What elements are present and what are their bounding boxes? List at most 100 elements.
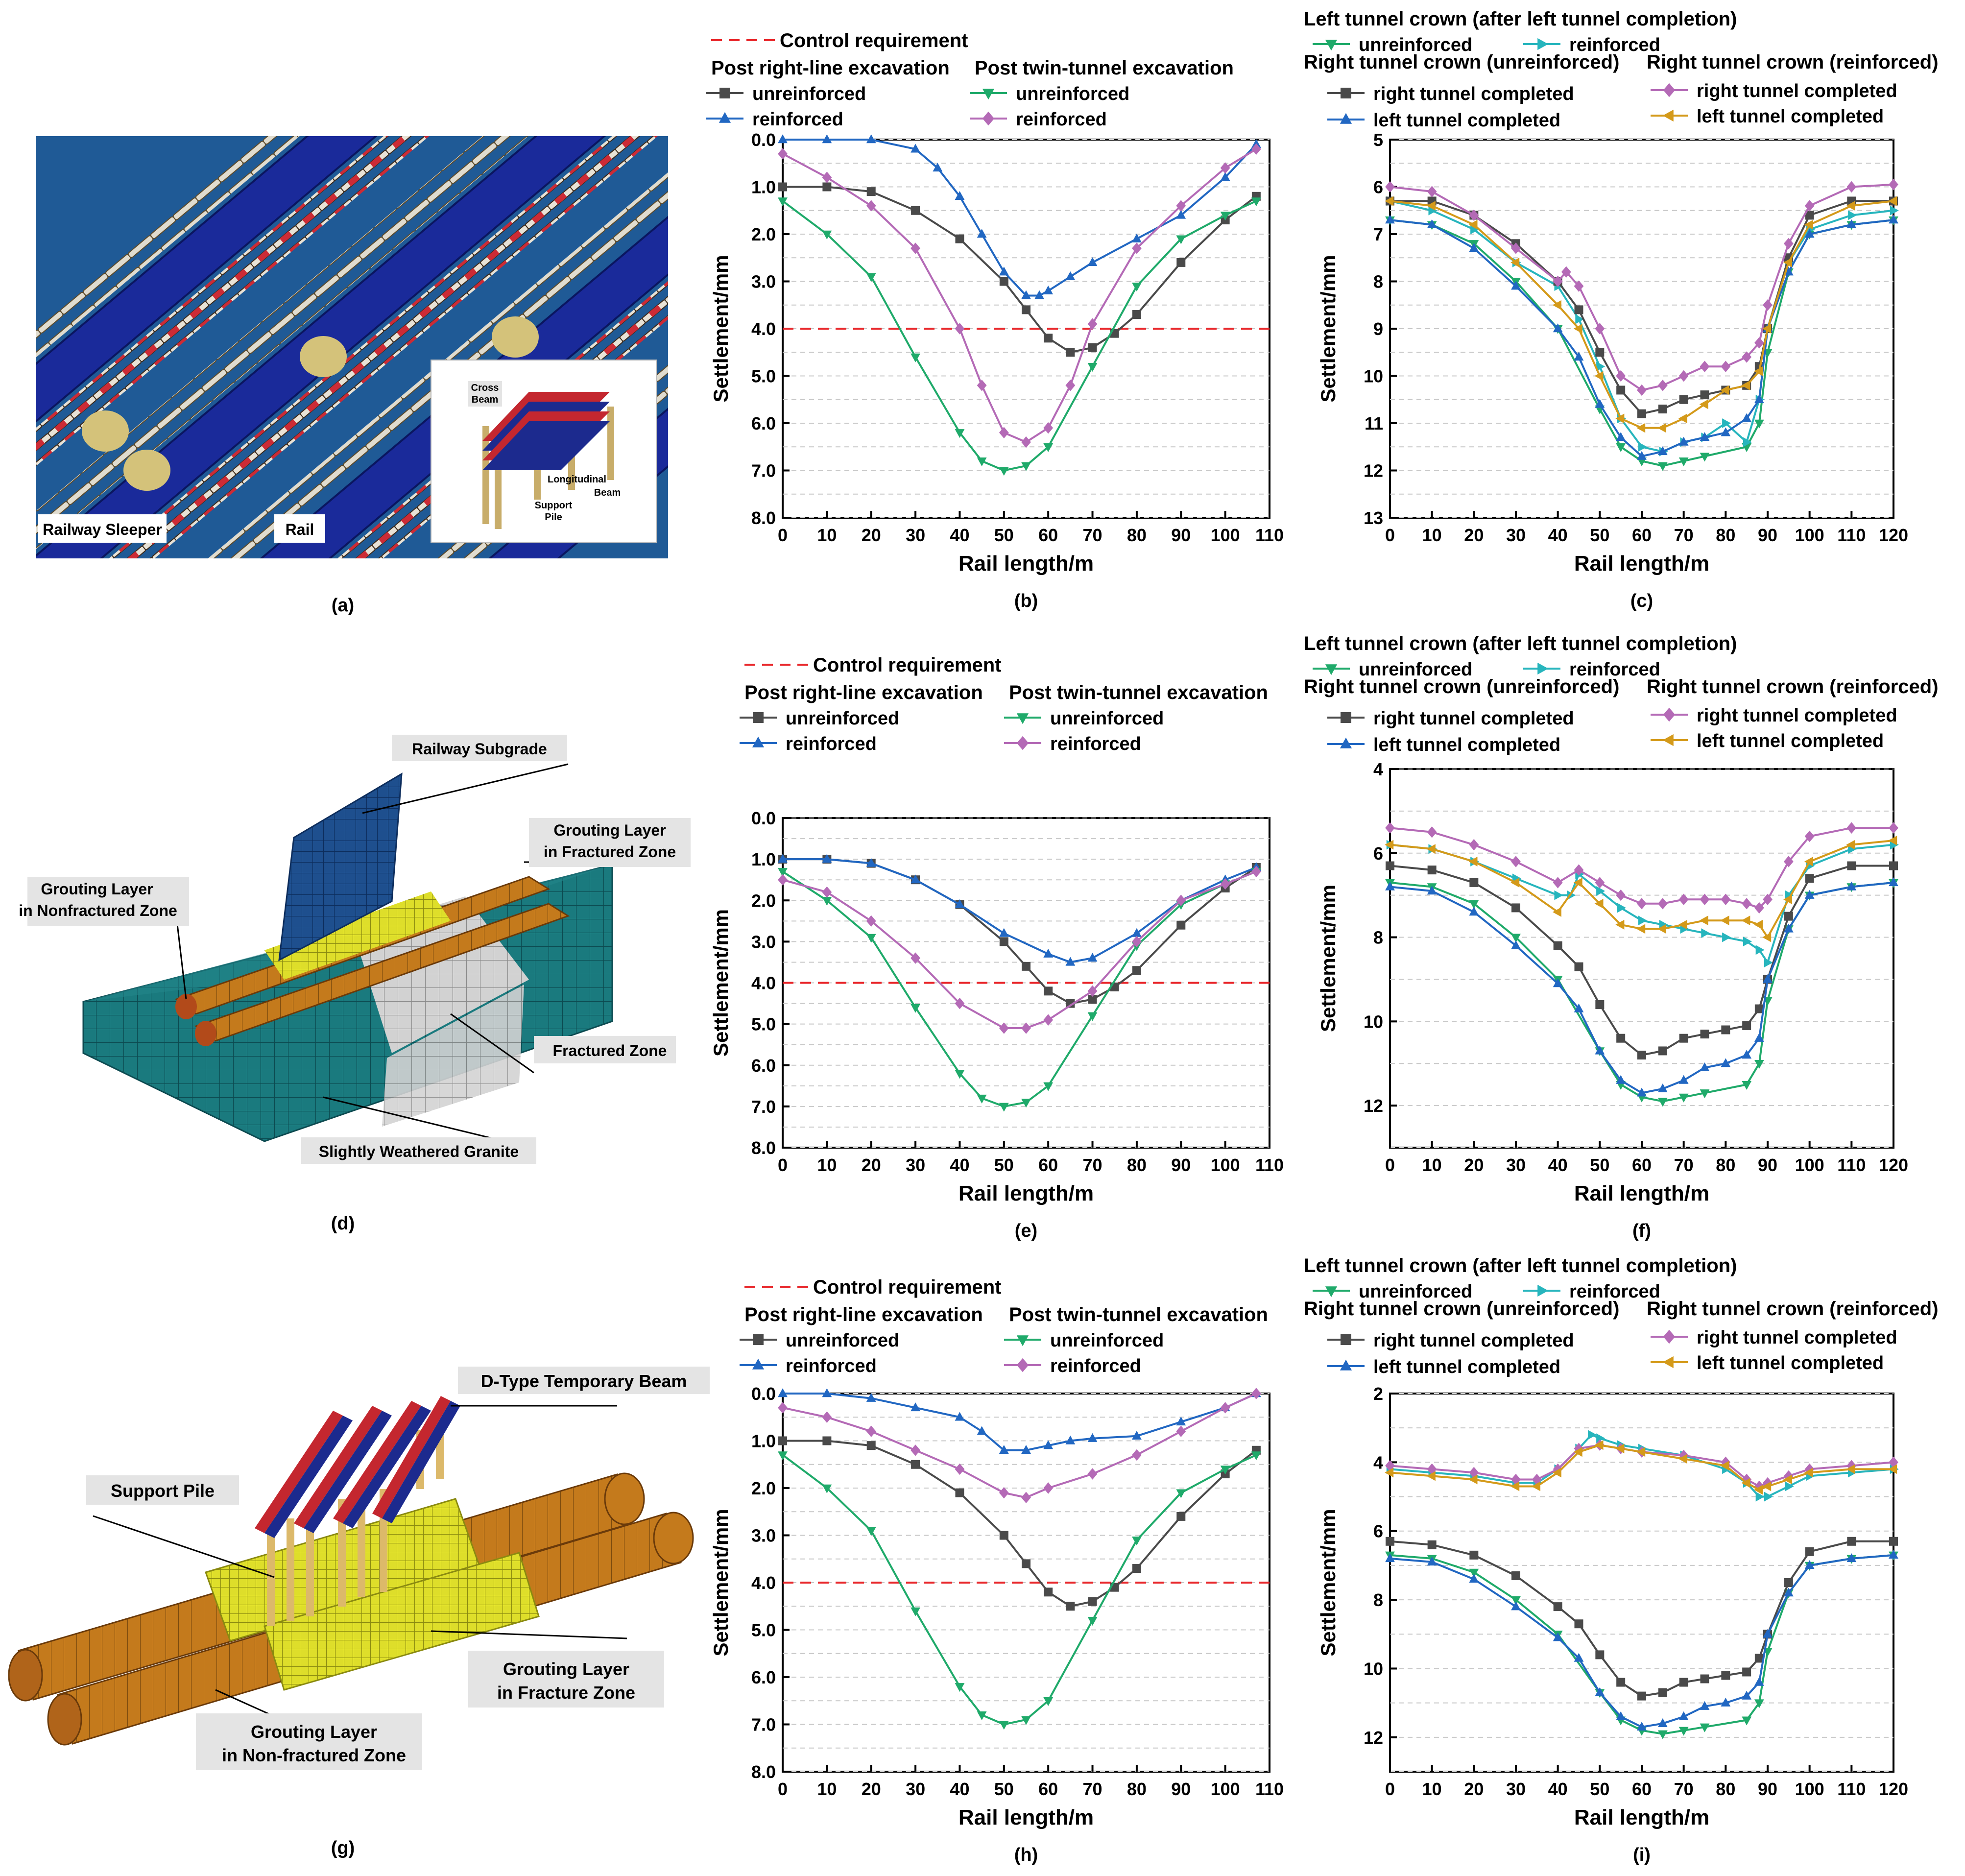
- data-point: [1783, 856, 1794, 867]
- data-point: [955, 1412, 965, 1421]
- data-point: [999, 937, 1008, 946]
- y-tick-label: 4.0: [751, 973, 776, 993]
- data-point: [1763, 299, 1773, 311]
- data-point: [1220, 212, 1230, 221]
- data-point: [1637, 451, 1647, 460]
- x-tick-label: 80: [1127, 1155, 1147, 1175]
- data-point: [1427, 866, 1437, 875]
- fractured-zone-label: Fractured Zone: [553, 1042, 667, 1059]
- y-tick-label: 1.0: [751, 177, 776, 197]
- label-box: [458, 1367, 710, 1394]
- data-point: [1743, 437, 1752, 447]
- data-point: [1220, 162, 1230, 174]
- data-point: [1763, 1477, 1773, 1489]
- data-point: [1721, 893, 1731, 905]
- x-axis-label: Rail length/m: [1574, 1181, 1709, 1205]
- data-point: [1754, 419, 1764, 429]
- railway-sleeper-label: Railway Sleeper: [43, 521, 162, 538]
- data-point: [1847, 1537, 1856, 1546]
- data-point: [1176, 894, 1186, 906]
- y-axis-label: Settlement/mm: [709, 1509, 732, 1656]
- data-point: [1511, 242, 1521, 254]
- data-point: [1021, 462, 1031, 471]
- legend-right-unreinforced: unreinforced: [786, 708, 899, 729]
- data-point: [1678, 893, 1689, 905]
- data-point: [1511, 1596, 1521, 1605]
- data-point: [1721, 1671, 1730, 1680]
- data-point: [866, 915, 876, 927]
- y-tick-label: 3.0: [751, 1526, 776, 1546]
- x-tick-label: 110: [1255, 1155, 1284, 1175]
- pile-cap: [300, 336, 347, 377]
- data-point: [955, 1463, 965, 1475]
- y-tick-label: 8: [1373, 272, 1383, 292]
- data-point: [1087, 1468, 1098, 1480]
- data-point: [822, 886, 832, 898]
- data-point: [1251, 1451, 1261, 1461]
- data-point: [1657, 1098, 1668, 1107]
- data-point: [1678, 370, 1689, 382]
- railway-subgrade-label: Railway Subgrade: [412, 740, 547, 758]
- x-tick-label: 40: [950, 525, 969, 545]
- x-tick-label: 30: [1506, 1155, 1526, 1175]
- label-box: [27, 877, 189, 926]
- x-tick-label: 50: [994, 1155, 1014, 1175]
- data-point: [1700, 390, 1709, 400]
- x-tick-label: 110: [1255, 1779, 1284, 1799]
- rail-label: Rail: [286, 521, 314, 538]
- data-point: [1469, 900, 1479, 909]
- legend-group-right-line: Post right-line excavation: [744, 1304, 983, 1325]
- data-point: [1385, 822, 1395, 834]
- x-tick-label: 20: [862, 525, 881, 545]
- data-point: [911, 206, 920, 215]
- x-tick-label: 10: [1422, 525, 1442, 545]
- data-point: [1783, 1587, 1794, 1597]
- x-tick-label: 50: [1590, 525, 1609, 545]
- data-point: [1385, 196, 1394, 206]
- data-point: [1846, 822, 1857, 834]
- x-tick-label: 30: [906, 1779, 925, 1799]
- label-box: [196, 1713, 422, 1770]
- data-point: [1657, 462, 1668, 471]
- x-tick-label: 70: [1674, 1155, 1694, 1175]
- chart-c: 5 6 7 8 9 10 11 12 130 10 20 30 40 50 60 70 80 90 100 110 12…: [1304, 8, 1939, 611]
- y-tick-label: 10: [1364, 1011, 1383, 1032]
- legend-ru-left-completed: left tunnel completed: [1373, 1357, 1560, 1377]
- data-point: [1678, 436, 1689, 446]
- pile-frame-inset: [482, 392, 614, 529]
- x-tick-label: 50: [994, 525, 1014, 545]
- data-point: [1889, 822, 1898, 834]
- data-point: [1469, 209, 1479, 221]
- data-point: [1016, 1335, 1029, 1347]
- y-tick-label: 1.0: [751, 849, 776, 869]
- data-point: [1511, 934, 1521, 943]
- x-tick-label: 10: [817, 525, 837, 545]
- data-point: [1043, 286, 1054, 294]
- data-point: [1678, 1075, 1689, 1084]
- data-point: [1783, 258, 1793, 267]
- data-point: [1511, 903, 1520, 913]
- data-point: [1847, 861, 1856, 870]
- data-point: [1385, 1467, 1394, 1478]
- data-point: [1784, 1578, 1793, 1587]
- data-point: [1087, 257, 1098, 266]
- data-point: [1742, 1081, 1752, 1090]
- data-point: [1220, 172, 1230, 181]
- data-point: [1552, 300, 1561, 310]
- y-tick-label: 5.0: [751, 1014, 776, 1034]
- y-tick-label: 8: [1373, 1590, 1383, 1610]
- data-point: [1595, 1045, 1605, 1055]
- data-point: [1742, 1667, 1751, 1677]
- data-point: [1846, 181, 1857, 193]
- data-point: [1132, 928, 1142, 937]
- data-point: [977, 1426, 987, 1435]
- data-point: [1741, 915, 1750, 926]
- data-point: [955, 1488, 964, 1497]
- data-point: [1021, 1099, 1031, 1108]
- data-point: [1721, 1025, 1730, 1034]
- data-point: [1754, 366, 1763, 376]
- data-point: [1764, 958, 1773, 967]
- data-point: [999, 427, 1009, 438]
- y-tick-label: 1.0: [751, 1431, 776, 1451]
- data-point: [1511, 856, 1521, 867]
